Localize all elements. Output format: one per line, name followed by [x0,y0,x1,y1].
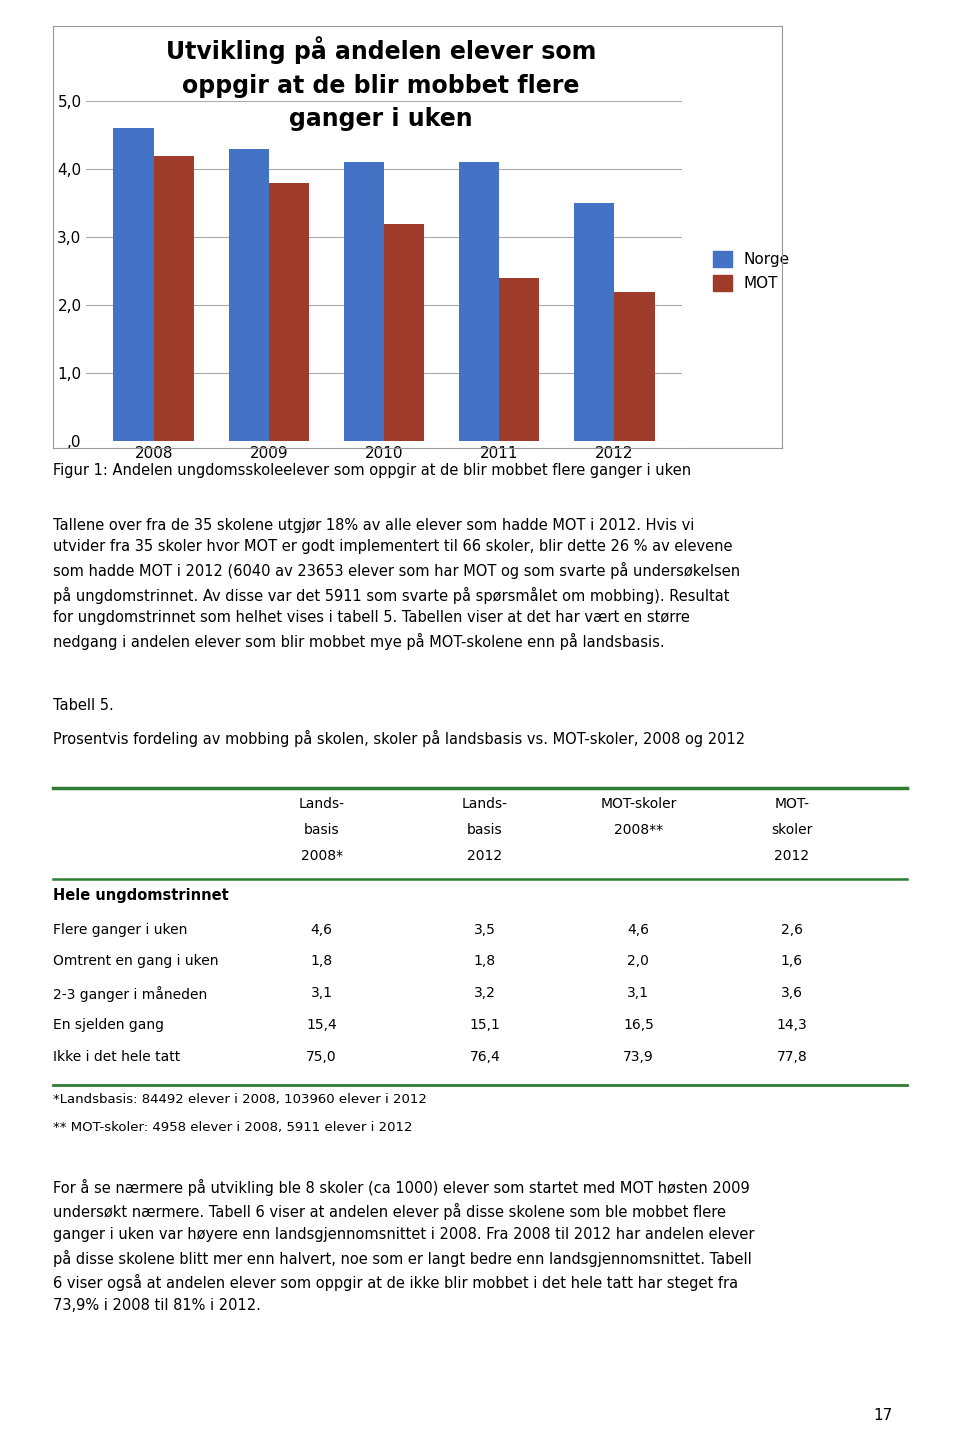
Text: skoler: skoler [771,823,813,837]
Text: 77,8: 77,8 [777,1050,807,1064]
Text: 17: 17 [874,1408,893,1423]
Text: 14,3: 14,3 [777,1018,807,1032]
Text: Lands-: Lands- [299,797,345,811]
Bar [269,182,309,441]
Text: 2008**: 2008** [613,823,663,837]
Bar [384,224,424,441]
Text: En sjelden gang: En sjelden gang [53,1018,164,1032]
Text: Utvikling på andelen elever som
oppgir at de blir mobbet flere
ganger i uken: Utvikling på andelen elever som oppgir a… [166,36,596,132]
Text: 3,5: 3,5 [474,923,495,937]
Text: 3,1: 3,1 [311,986,332,1001]
Bar [614,292,655,441]
Text: 2008*: 2008* [300,849,343,863]
Bar [574,202,614,441]
Text: 15,1: 15,1 [469,1018,500,1032]
Text: Figur 1: Andelen ungdomsskoleelever som oppgir at de blir mobbet flere ganger i : Figur 1: Andelen ungdomsskoleelever som … [53,463,691,477]
Bar [499,278,540,441]
Text: 4,6: 4,6 [628,923,649,937]
Text: Lands-: Lands- [462,797,508,811]
Text: 3,6: 3,6 [781,986,803,1001]
Text: 2,0: 2,0 [628,954,649,969]
Text: Ikke i det hele tatt: Ikke i det hele tatt [53,1050,180,1064]
Text: 1,8: 1,8 [310,954,333,969]
Legend: Norge, MOT: Norge, MOT [708,246,796,296]
Bar [154,156,194,441]
Text: 3,1: 3,1 [628,986,649,1001]
Bar [228,149,269,441]
Text: 1,6: 1,6 [780,954,804,969]
Text: Prosentvis fordeling av mobbing på skolen, skoler på landsbasis vs. MOT-skoler, : Prosentvis fordeling av mobbing på skole… [53,730,745,748]
Text: Tabell 5.: Tabell 5. [53,698,113,713]
Bar [459,162,499,441]
Text: Tallene over fra de 35 skolene utgjør 18% av alle elever som hadde MOT i 2012. H: Tallene over fra de 35 skolene utgjør 18… [53,518,740,651]
Text: For å se nærmere på utvikling ble 8 skoler (ca 1000) elever som startet med MOT : For å se nærmere på utvikling ble 8 skol… [53,1178,755,1313]
Text: 76,4: 76,4 [469,1050,500,1064]
Text: 73,9: 73,9 [623,1050,654,1064]
Text: Flere ganger i uken: Flere ganger i uken [53,923,187,937]
Text: 3,2: 3,2 [474,986,495,1001]
Text: MOT-: MOT- [775,797,809,811]
Text: 2012: 2012 [468,849,502,863]
Text: ** MOT-skoler: 4958 elever i 2008, 5911 elever i 2012: ** MOT-skoler: 4958 elever i 2008, 5911 … [53,1121,412,1134]
Text: basis: basis [467,823,503,837]
Text: *Landsbasis: 84492 elever i 2008, 103960 elever i 2012: *Landsbasis: 84492 elever i 2008, 103960… [53,1093,426,1106]
Text: MOT-skoler: MOT-skoler [600,797,677,811]
Text: 2,6: 2,6 [781,923,803,937]
Text: Hele ungdomstrinnet: Hele ungdomstrinnet [53,888,228,902]
Bar [344,162,384,441]
Text: Omtrent en gang i uken: Omtrent en gang i uken [53,954,218,969]
Text: 2-3 ganger i måneden: 2-3 ganger i måneden [53,986,207,1002]
Text: 16,5: 16,5 [623,1018,654,1032]
Text: 2012: 2012 [775,849,809,863]
Bar [113,129,154,441]
Text: 75,0: 75,0 [306,1050,337,1064]
Text: 4,6: 4,6 [311,923,332,937]
Text: 1,8: 1,8 [473,954,496,969]
Text: 15,4: 15,4 [306,1018,337,1032]
Text: basis: basis [303,823,340,837]
